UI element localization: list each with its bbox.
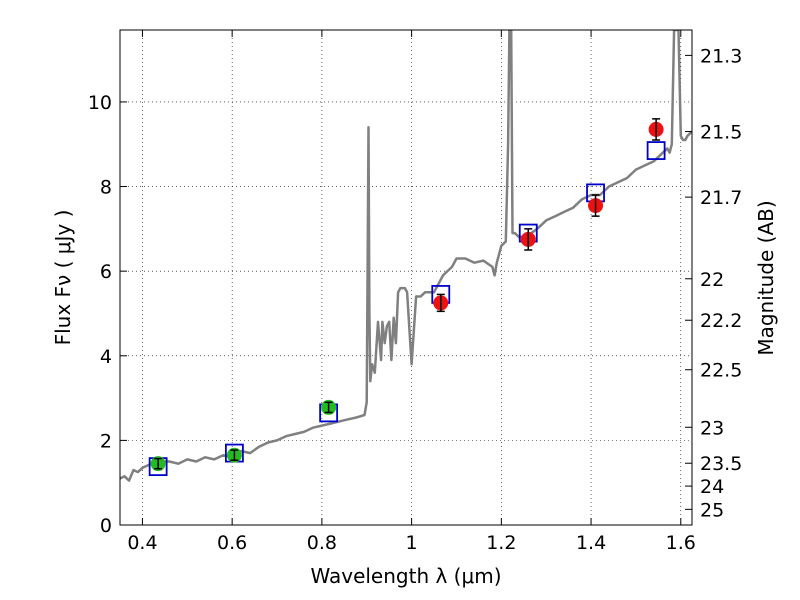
right-tick-label: 22.2 (700, 310, 742, 332)
y-tick-label: 4 (100, 346, 112, 368)
y-axis-label: Flux Fν ( μJy ) (51, 210, 75, 346)
right-tick-label: 21.7 (700, 187, 742, 209)
x-tick-label: 0.6 (217, 532, 247, 554)
model-point (646, 141, 666, 160)
right-tick-label: 21.3 (700, 45, 742, 67)
x-axis-label: Wavelength λ (μm) (310, 564, 501, 588)
y-tick-label: 6 (100, 261, 112, 283)
x-tick-label: 0.4 (127, 532, 157, 554)
right-tick-label: 24 (700, 476, 724, 498)
x-axis-ticks: 0.4 0.6 0.8 1 1.2 1.4 1.6 (127, 30, 696, 554)
observed-nir-series (433, 118, 664, 313)
right-axis-label: Magnitude (AB) (754, 200, 778, 355)
y-tick-label: 8 (100, 177, 112, 199)
y-axis-ticks: 0 2 4 6 8 10 (88, 92, 127, 537)
y-tick-label: 10 (88, 92, 112, 114)
grid (120, 30, 692, 526)
spectrum-line (120, 30, 692, 482)
plot-frame (119, 29, 693, 526)
y-tick-label: 2 (100, 430, 112, 452)
y-tick-label: 0 (100, 515, 112, 537)
x-tick-label: 0.8 (307, 532, 337, 554)
x-tick-label: 1.6 (666, 532, 696, 554)
right-tick-label: 21.5 (700, 122, 742, 144)
model-spectrum (120, 30, 692, 482)
right-tick-label: 22 (700, 269, 724, 291)
right-tick-label: 22.5 (700, 360, 742, 382)
right-tick-label: 23.5 (700, 453, 742, 475)
x-tick-label: 1.4 (576, 532, 606, 554)
right-tick-label: 25 (700, 499, 724, 521)
right-tick-label: 23 (700, 417, 724, 439)
x-tick-label: 1.2 (486, 532, 516, 554)
observed-optical-series (150, 399, 337, 472)
x-tick-label: 1 (406, 532, 418, 554)
